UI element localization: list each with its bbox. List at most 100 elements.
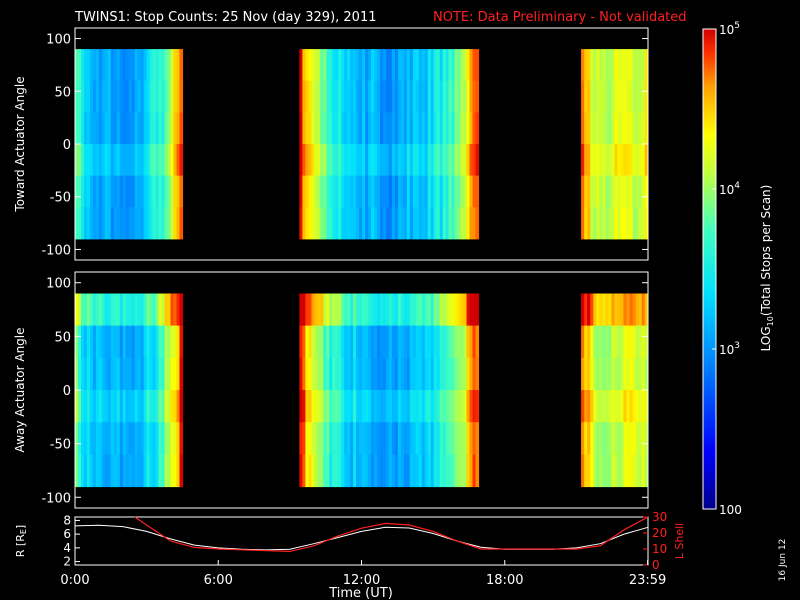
heatmap-cell	[152, 112, 157, 145]
heatmap-cell	[134, 144, 139, 177]
heatmap-cell	[614, 207, 619, 240]
heatmap-cell	[146, 49, 151, 82]
heatmap-cell	[599, 112, 603, 145]
heatmap-cell	[617, 144, 622, 177]
heatmap-cell	[137, 325, 142, 359]
heatmap-cell	[448, 175, 453, 208]
y-tick-label: -50	[50, 191, 71, 206]
heatmap-cell	[104, 80, 109, 113]
heatmap-cell	[332, 454, 336, 488]
heatmap-cell	[356, 112, 360, 145]
heatmap-cell	[311, 357, 315, 391]
heatmap-cell	[170, 207, 175, 240]
heatmap-cell	[383, 49, 387, 82]
heatmap-cell	[611, 325, 615, 359]
away-y-axis-label: Away Actuator Angle	[13, 327, 27, 452]
heatmap-cell	[469, 144, 474, 177]
heatmap-cell	[110, 112, 115, 145]
heatmap-cell	[457, 144, 462, 177]
lshell-series-line	[134, 516, 649, 553]
heatmap-cell	[436, 390, 441, 423]
heatmap-cell	[140, 325, 145, 359]
heatmap-cell	[403, 454, 408, 488]
heatmap-cell	[454, 144, 459, 177]
heatmap-cell	[84, 293, 88, 327]
heatmap-cell	[353, 207, 357, 240]
heatmap-cell	[323, 49, 327, 82]
heatmap-cell	[475, 49, 480, 82]
heatmap-cell	[113, 144, 118, 177]
heatmap-cell	[365, 357, 369, 391]
heatmap-cell	[412, 357, 417, 391]
heatmap-cell	[170, 422, 175, 455]
heatmap-cell	[125, 175, 130, 208]
heatmap-cell	[308, 454, 312, 488]
heatmap-cell	[418, 390, 423, 423]
heatmap-cell	[311, 325, 315, 359]
heatmap-cell	[98, 357, 103, 391]
heatmap-cell	[380, 357, 384, 391]
heatmap-cell	[472, 80, 477, 113]
heatmap-cell	[394, 207, 399, 240]
heatmap-cell	[403, 357, 408, 391]
heatmap-cell	[397, 293, 402, 327]
heatmap-cell	[394, 422, 399, 455]
colorbar-ticks: 105 104 103 100	[712, 21, 742, 517]
heatmap-cell	[608, 112, 612, 145]
heatmap-cell	[347, 454, 351, 488]
heatmap-cell	[329, 325, 333, 359]
heatmap-cell	[164, 357, 169, 391]
heatmap-cell	[149, 49, 154, 82]
heatmap-cell	[170, 80, 175, 113]
heatmap-cell	[173, 49, 178, 82]
heatmap-cell	[149, 357, 154, 391]
heatmap-cell	[581, 144, 585, 177]
heatmap-cell	[394, 144, 399, 177]
heatmap-cell	[89, 80, 94, 113]
heatmap-cell	[602, 357, 606, 391]
heatmap-cell	[359, 325, 363, 359]
heatmap-cell	[584, 325, 588, 359]
heatmap-cell	[596, 175, 600, 208]
heatmap-cell	[326, 454, 330, 488]
heatmap-cell	[380, 422, 384, 455]
heatmap-cell	[374, 207, 378, 240]
heatmap-cell	[92, 175, 97, 208]
heatmap-cell	[84, 49, 88, 82]
heatmap-cell	[635, 80, 640, 113]
heatmap-cell	[400, 144, 405, 177]
heatmap-cell	[326, 422, 330, 455]
heatmap-cell	[104, 207, 109, 240]
heatmap-cell	[614, 112, 619, 145]
heatmap-cell	[400, 293, 405, 327]
heatmap-cell	[98, 144, 103, 177]
heatmap-cell	[596, 357, 600, 391]
heatmap-cell	[451, 454, 456, 488]
heatmap-cell	[629, 390, 634, 423]
heatmap-cell	[380, 207, 384, 240]
heatmap-cell	[596, 293, 600, 327]
heatmap-cell	[590, 112, 594, 145]
heatmap-cell	[593, 49, 597, 82]
heatmap-cell	[365, 112, 369, 145]
heatmap-cell	[602, 175, 606, 208]
heatmap-cell	[140, 207, 145, 240]
heatmap-cell	[581, 49, 585, 82]
heatmap-cell	[362, 325, 366, 359]
heatmap-cell	[460, 293, 465, 327]
heatmap-cell	[170, 112, 175, 145]
heatmap-cell	[329, 357, 333, 391]
heatmap-cell	[335, 49, 339, 82]
heatmap-cell	[448, 112, 453, 145]
heatmap-cell	[92, 49, 97, 82]
heatmap-cell	[299, 49, 303, 82]
heatmap-cell	[137, 454, 142, 488]
heatmap-cell	[638, 175, 643, 208]
heatmap-cell	[632, 49, 637, 82]
heatmap-cell	[89, 390, 94, 423]
heatmap-cell	[308, 422, 312, 455]
heatmap-cell	[344, 325, 348, 359]
heatmap-cell	[176, 390, 181, 423]
heatmap-cell	[389, 49, 393, 82]
heatmap-cell	[635, 144, 640, 177]
